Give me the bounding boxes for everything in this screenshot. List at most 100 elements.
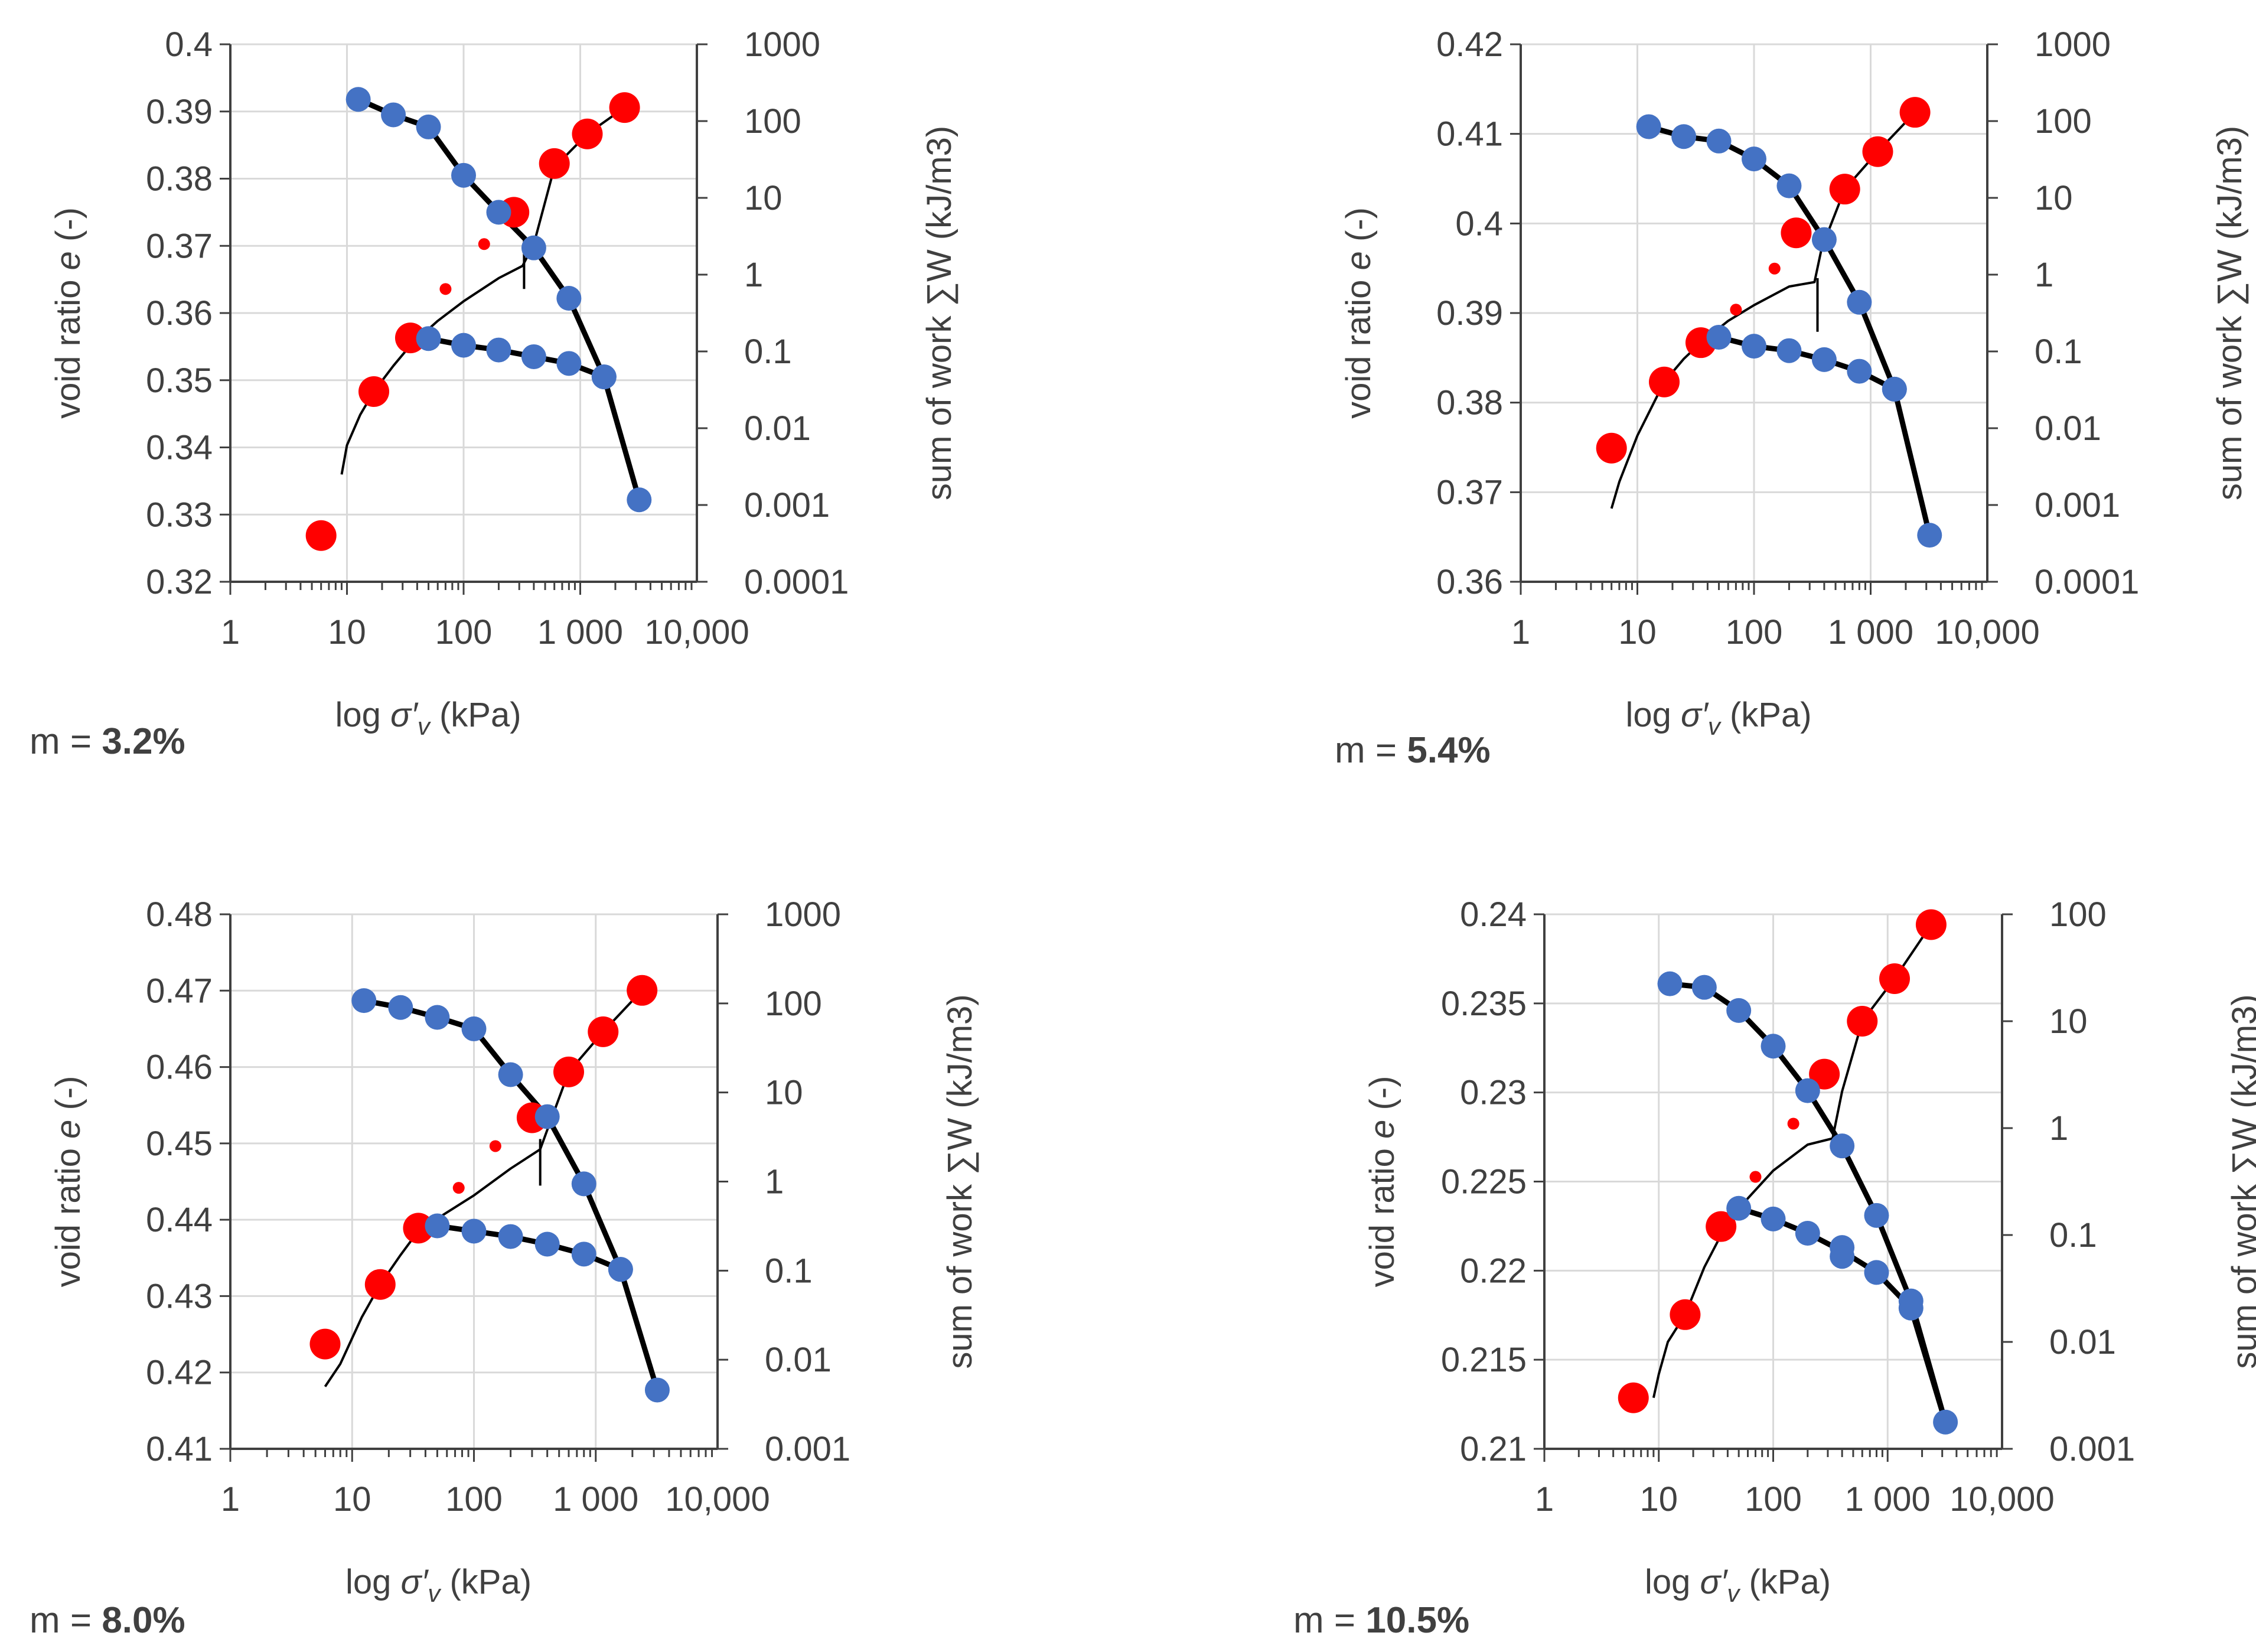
y2-tick-label-4-2: 0.1 [2049,1216,2097,1255]
moisture-label-2: m = 5.4% [1335,730,1491,771]
void-ratio-point-1-11 [521,344,546,369]
x-tick-label-4-2: 100 [1745,1480,1802,1519]
void-ratio-point-1-12 [486,337,511,363]
y2-tick-label-2-4: 1 [2035,256,2053,294]
void-ratio-point-2-0 [1636,114,1661,139]
moisture-label-3: m = 8.0% [30,1600,185,1641]
void-ratio-point-4-4 [1795,1078,1820,1103]
chart-panel-3: 1 10 100 1 000 10,000 0.41 0.42 0.43 0.44 0.45 0.4… [0,826,1128,1651]
y-tick-label-4-2: 0.22 [1460,1252,1527,1290]
y2-axis-title-4: sum of work ∑W (kJ/m3) [2225,994,2256,1368]
x-tick-label-3-4: 10,000 [665,1480,770,1519]
void-ratio-point-4-6 [1864,1203,1889,1228]
y2-tick-label-4-4: 10 [2049,1002,2088,1041]
void-ratio-point-3-14 [425,1213,450,1239]
void-ratio-point-2-4 [1776,173,1802,198]
void-ratio-line-3 [363,998,660,1393]
y-tick-label-4-4: 0.23 [1460,1074,1527,1112]
y2-tick-label-2-3: 0.1 [2035,333,2082,371]
void-ratio-point-1-6 [556,285,582,311]
void-ratio-point-3-10 [571,1242,596,1267]
work-small-point-1-1 [478,238,490,250]
y-tick-label-1-6: 0.38 [146,160,213,198]
work-point-2-0 [1596,432,1627,464]
y-tick-label-2-1: 0.37 [1436,473,1503,511]
y-tick-label-3-5: 0.46 [146,1048,213,1087]
y-axis-title-4: void ratio e (-) [1363,1076,1401,1288]
work-point-4-1 [1670,1299,1701,1330]
void-ratio-point-2-14 [1706,324,1732,350]
work-small-point-2-0 [1730,304,1742,316]
y-tick-label-2-4: 0.4 [1455,204,1503,243]
x-tick-label-1-1: 10 [328,613,366,651]
work-point-4-6 [1915,909,1947,940]
void-ratio-point-2-11 [1811,347,1837,372]
y2-tick-label-2-0: 0.0001 [2035,563,2139,601]
void-ratio-point-1-14 [416,326,441,351]
x-tick-label-1-3: 1 000 [537,613,623,651]
y2-tick-label-3-3: 1 [765,1163,784,1201]
void-ratio-point-2-1 [1671,124,1697,149]
x-axis-title-3: log σ′v (kPa) [345,1563,532,1607]
y-tick-label-1-3: 0.35 [146,361,213,400]
work-point-3-0 [309,1328,341,1360]
chart-panel-1: 1 10 100 1 000 10,000 0.32 0.33 0.34 0.35 0.36 0.3… [0,0,1128,826]
y2-tick-label-4-5: 100 [2049,895,2107,934]
void-ratio-point-4-5 [1830,1133,1855,1159]
work-small-point-4-0 [1749,1171,1762,1183]
work-small-point-4-1 [1787,1117,1799,1130]
work-small-point-1-0 [439,283,452,295]
x-tick-label-4-3: 1 000 [1845,1480,1931,1519]
x-tick-label-3-1: 10 [333,1480,371,1519]
void-ratio-point-3-9 [608,1257,633,1282]
chart-panel-4: 1 10 100 1 000 10,000 0.21 0.215 0.22 0.225 0.23 0… [1128,826,2256,1651]
work-small-point-2-1 [1768,262,1781,275]
void-ratio-point-2-5 [1811,227,1837,252]
work-point-1-2 [395,322,426,354]
y2-tick-label-3-1: 0.01 [765,1341,832,1379]
y-tick-label-4-0: 0.21 [1460,1430,1527,1468]
void-ratio-point-1-8 [627,487,652,513]
y2-tick-label-2-2: 0.01 [2035,409,2101,448]
void-ratio-point-2-12 [1776,338,1802,363]
y-tick-label-4-5: 0.235 [1441,985,1527,1023]
work-point-2-4 [1829,174,1860,205]
void-ratio-point-4-15 [1726,1195,1752,1221]
y-tick-label-4-6: 0.24 [1460,895,1527,934]
y2-tick-label-3-0: 0.001 [765,1430,850,1468]
y-tick-label-1-7: 0.39 [146,93,213,131]
work-small-point-3-1 [489,1140,501,1152]
chart-svg-4: 1 10 100 1 000 10,000 0.21 0.215 0.22 0.225 0.23 0… [1363,895,2256,1607]
x-tick-label-4-1: 10 [1639,1480,1678,1519]
moisture-value-4: 10.5% [1365,1600,1470,1641]
y-tick-label-3-3: 0.44 [146,1201,213,1239]
x-axis-title-1: log σ′v (kPa) [335,696,521,740]
y2-tick-label-2-5: 10 [2035,179,2073,217]
x-tick-label-2-3: 1 000 [1828,613,1913,651]
y-tick-label-1-4: 0.36 [146,294,213,333]
void-ratio-line-4 [1670,981,1948,1425]
moisture-value-2: 5.4% [1407,730,1491,771]
moisture-value-3: 8.0% [102,1600,185,1641]
void-ratio-point-3-12 [498,1224,523,1249]
void-ratio-point-3-5 [534,1104,560,1129]
void-ratio-point-2-2 [1706,128,1732,154]
y2-tick-label-1-4: 1 [744,256,763,294]
void-ratio-point-2-8 [1917,523,1942,548]
moisture-value-1: 3.2% [102,721,185,762]
void-ratio-point-4-2 [1726,998,1752,1023]
void-ratio-point-4-9 [1898,1295,1924,1321]
work-point-3-6 [627,975,658,1006]
x-tick-label-4-4: 10,000 [1949,1480,2054,1519]
work-point-4-3 [1809,1058,1840,1090]
y-axis-title-2: void ratio e (-) [1339,207,1378,419]
y2-tick-label-2-1: 0.001 [2035,486,2120,524]
work-point-1-0 [305,520,337,551]
void-ratio-point-1-10 [556,351,582,376]
void-ratio-point-3-3 [461,1016,487,1041]
void-ratio-point-2-3 [1742,146,1766,172]
y2-axis-title-2: sum of work ∑W (kJ/m3) [2211,126,2249,500]
void-ratio-point-1-2 [416,114,441,139]
y2-tick-label-1-0: 0.0001 [744,563,849,601]
work-point-2-3 [1781,217,1812,249]
